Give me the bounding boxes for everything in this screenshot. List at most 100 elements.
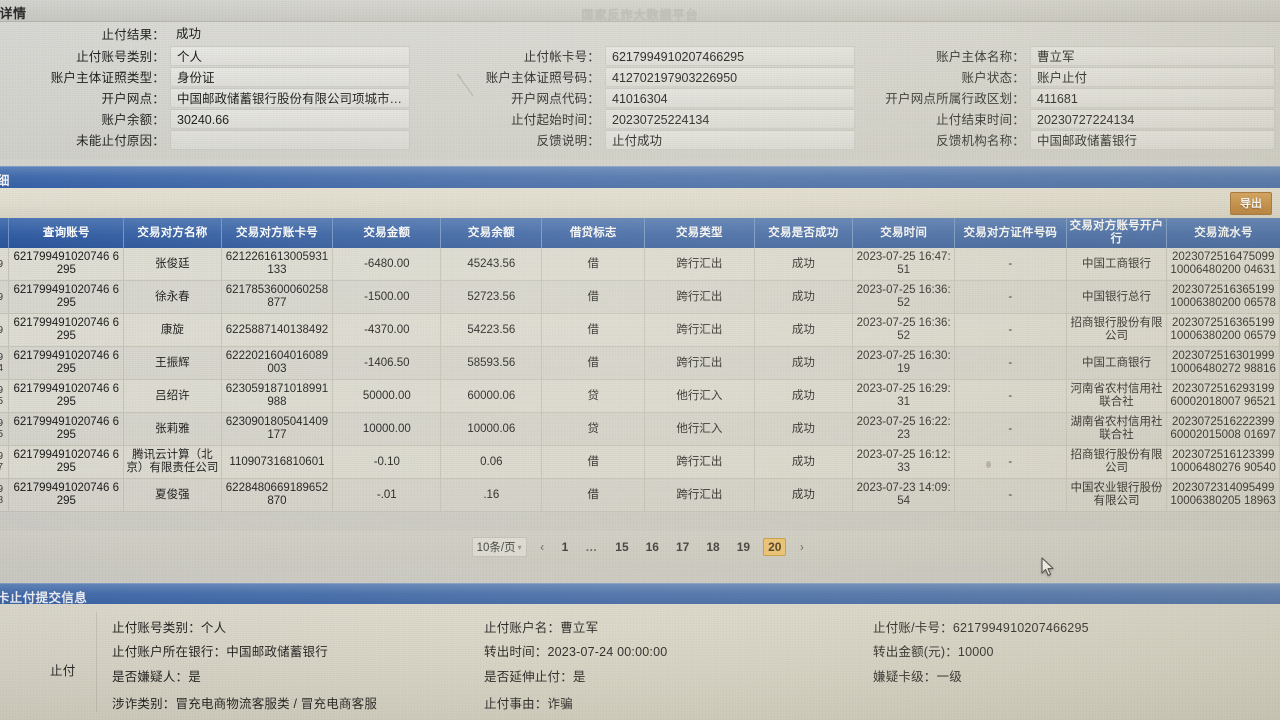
- table-header-row: 查询账号 交易对方名称 交易对方账卡号 交易金额 交易余额 借贷标志 交易类型 …: [0, 218, 1280, 248]
- table-row[interactable]: 9 621799491020746 6295 康旋 6225887140138492-…: [0, 313, 1280, 347]
- col-query-account[interactable]: 查询账号: [8, 218, 125, 248]
- submit-fraud-category: 涉诈类别：冒充电商物流客服类 / 冒充电商客服: [112, 697, 378, 711]
- cell-balance: .16: [440, 478, 543, 512]
- cell-rownum: 9 5: [0, 379, 10, 413]
- col-counterparty-bank[interactable]: 交易对方账号开户行: [1066, 218, 1168, 248]
- table-toolbar: 导出: [0, 188, 1280, 218]
- page-button-17[interactable]: 17: [675, 540, 690, 554]
- cell-counterparty-id: -: [954, 478, 1067, 512]
- cell-amount: -0.10: [332, 445, 442, 479]
- cell-transaction-type: 跨行汇出: [644, 346, 755, 380]
- cell-counterparty-id: -: [954, 248, 1067, 281]
- label-account-category: 止付账号类别：: [76, 50, 165, 64]
- transactions-table-wrapper[interactable]: 查询账号 交易对方名称 交易对方账卡号 交易金额 交易余额 借贷标志 交易类型 …: [0, 218, 1280, 530]
- submit-info-section-title: 行卡止付提交信息: [0, 591, 88, 605]
- submit-info-divider: [96, 612, 97, 712]
- cell-transaction-time: 2023-07-25 16:36:52: [852, 280, 956, 314]
- cell-transaction-type: 他行汇入: [644, 379, 755, 413]
- col-serial-number[interactable]: 交易流水号: [1166, 218, 1280, 248]
- col-counterparty-card[interactable]: 交易对方账卡号: [221, 218, 334, 248]
- cell-counterparty-bank: 湖南省农村信用社联合社: [1066, 412, 1168, 446]
- pagination-bar: 10条/页 ▾ ‹ 1 … 15 16 17 18 19 20 ›: [0, 531, 1280, 563]
- page-button-1[interactable]: 1: [561, 540, 569, 554]
- cell-amount: -.01: [332, 478, 442, 512]
- cell-amount: -6480.00: [332, 248, 442, 281]
- col-transaction-time[interactable]: 交易时间: [852, 218, 956, 248]
- table-row[interactable]: 9 8 621799491020746 6295 夏俊强 62284806691896…: [0, 478, 1280, 512]
- col-debit-credit-flag[interactable]: 借贷标志: [541, 218, 646, 248]
- cell-rownum: 9: [0, 313, 10, 347]
- cell-serial-number: 202307251636519910006380200 06579: [1166, 313, 1280, 347]
- table-row[interactable]: 9 7 621799491020746 6295 腾讯云计算（北京）有限责任公司 11…: [0, 445, 1280, 479]
- cell-counterparty-name: 王振辉: [123, 346, 222, 380]
- col-transaction-success[interactable]: 交易是否成功: [754, 218, 854, 248]
- cell-counterparty-card: 6228480669189652870: [221, 478, 334, 512]
- cell-counterparty-bank: 中国农业银行股份有限公司: [1066, 478, 1168, 512]
- cell-serial-number: 202307231409549910006380205 18963: [1166, 478, 1280, 512]
- submit-transfer-amount: 转出金额(元)：10000: [873, 645, 994, 659]
- col-counterparty-name[interactable]: 交易对方名称: [123, 218, 222, 248]
- value-end-time: 20230727224134: [1030, 108, 1275, 129]
- cell-transaction-time: 2023-07-25 16:12:33: [852, 445, 956, 479]
- transactions-table-body: 9 621799491020746 6295 张俊廷 6212261613005931…: [0, 248, 1280, 512]
- cell-amount: -1500.00: [332, 280, 442, 314]
- cell-rownum: 9 8: [0, 478, 10, 512]
- page-size-selector[interactable]: 10条/页 ▾: [471, 537, 527, 557]
- col-amount[interactable]: 交易金额: [332, 218, 442, 248]
- value-branch: 中国邮政储蓄银行股份有限公司项城市高寺...: [170, 87, 410, 108]
- cell-query-account: 621799491020746 6295: [8, 248, 125, 281]
- next-page-button[interactable]: ›: [799, 540, 804, 554]
- submit-reason: 止付事由：诈骗: [484, 697, 573, 711]
- cell-rownum: 9 7: [0, 445, 10, 479]
- cell-transaction-success: 成功: [754, 478, 854, 512]
- cell-serial-number: 202307251630199910006480272 98816: [1166, 346, 1280, 380]
- label-holder-name: 账户主体名称：: [936, 50, 1025, 64]
- col-transaction-type[interactable]: 交易类型: [644, 218, 755, 248]
- cell-counterparty-name: 腾讯云计算（北京）有限责任公司: [123, 445, 222, 479]
- page-button-16[interactable]: 16: [645, 540, 659, 554]
- col-balance[interactable]: 交易余额: [440, 218, 543, 248]
- label-stop-result: 止付结果：: [101, 28, 165, 42]
- page-button-18[interactable]: 18: [706, 540, 720, 554]
- transactions-section-title: 明细: [0, 174, 10, 188]
- prev-page-button[interactable]: ‹: [540, 540, 545, 554]
- cell-query-account: 621799491020746 6295: [8, 478, 125, 512]
- detail-column-right: 账户主体名称： 曹立军 账户状态： 账户止付 开户网点所属行政区划： 41168…: [870, 22, 1280, 159]
- cell-counterparty-id: -: [954, 280, 1067, 314]
- cell-transaction-success: 成功: [754, 313, 854, 347]
- value-account-status: 账户止付: [1030, 66, 1275, 87]
- stop-payment-detail-panel: 止付结果： 成功 止付账号类别： 个人 账户主体证照类型： 身份证 开户网点： …: [0, 22, 1280, 159]
- cell-counterparty-name: 吕绍许: [123, 379, 222, 413]
- page-button-19[interactable]: 19: [736, 540, 751, 554]
- col-rownum[interactable]: [0, 218, 10, 248]
- table-row[interactable]: 9 5 621799491020746 6295 张莉雅 62309018050414…: [0, 412, 1280, 446]
- table-row[interactable]: 9 4 621799491020746 6295 王振辉 62220216040160…: [0, 346, 1280, 380]
- cell-counterparty-bank: 河南省农村信用社联合社: [1066, 379, 1168, 413]
- table-row[interactable]: 9 5 621799491020746 6295 吕绍许 62305918710189…: [0, 379, 1280, 413]
- cell-balance: 60000.06: [440, 379, 543, 413]
- col-counterparty-id[interactable]: 交易对方证件号码: [954, 218, 1067, 248]
- cell-counterparty-id: -: [954, 346, 1067, 380]
- cell-debit-credit-flag: 借: [541, 280, 646, 314]
- cell-counterparty-card: 6230901805041409177: [221, 412, 334, 446]
- transactions-table: 查询账号 交易对方名称 交易对方账卡号 交易金额 交易余额 借贷标志 交易类型 …: [0, 218, 1280, 512]
- cell-counterparty-card: 110907316810601: [221, 445, 334, 479]
- label-feedback-org: 反馈机构名称：: [936, 134, 1025, 148]
- value-account-category: 个人: [170, 45, 410, 66]
- export-button[interactable]: 导出: [1230, 192, 1272, 215]
- value-id-type: 身份证: [170, 66, 410, 87]
- label-card-number: 止付帐卡号：: [523, 50, 600, 64]
- cell-counterparty-name: 康旋: [123, 313, 222, 347]
- transactions-table-head: 查询账号 交易对方名称 交易对方账卡号 交易金额 交易余额 借贷标志 交易类型 …: [0, 218, 1280, 248]
- submit-card-number: 止付账/卡号：6217994910207466295: [873, 621, 1089, 635]
- table-row[interactable]: 9 621799491020746 6295 张俊廷 6212261613005931…: [0, 248, 1280, 281]
- page-button-15[interactable]: 15: [615, 540, 629, 554]
- submit-card-level: 嫌疑卡级：一级: [873, 670, 962, 684]
- table-row[interactable]: 9 621799491020746 6295 徐永春 6217853600060258…: [0, 280, 1280, 314]
- cell-debit-credit-flag: 贷: [541, 379, 646, 413]
- page-button-20[interactable]: 20: [763, 538, 787, 556]
- cell-counterparty-bank: 中国银行总行: [1066, 280, 1168, 314]
- label-admin-region: 开户网点所属行政区划：: [885, 92, 1025, 106]
- cell-amount: -1406.50: [332, 346, 442, 380]
- value-id-number: 412702197903226950: [605, 66, 855, 87]
